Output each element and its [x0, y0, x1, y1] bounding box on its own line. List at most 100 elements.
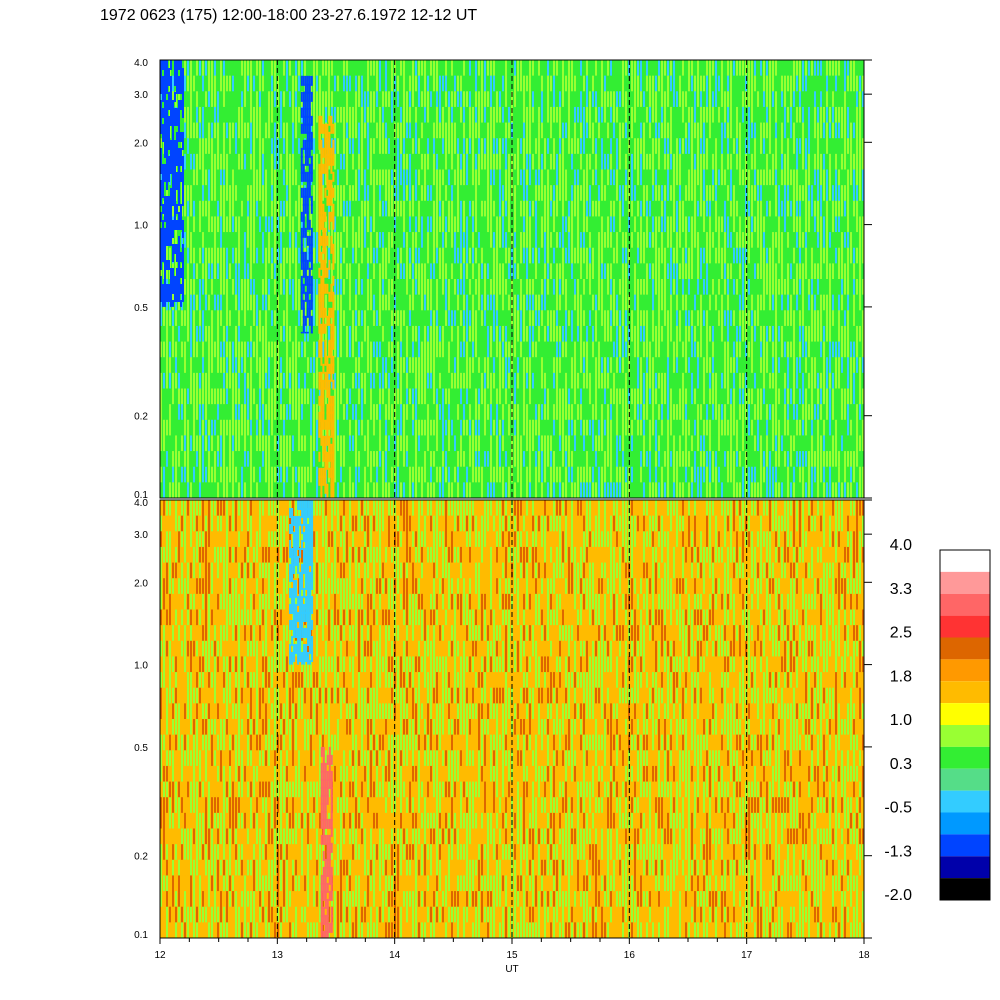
- texture-cell: [418, 153, 420, 170]
- texture-cell: [667, 279, 669, 304]
- texture-cell: [574, 325, 576, 357]
- texture-cell: [775, 247, 777, 279]
- texture-cell: [712, 153, 714, 175]
- texture-cell: [721, 122, 723, 140]
- texture-cell: [814, 138, 816, 158]
- texture-cell: [241, 91, 243, 117]
- texture-cell: [679, 106, 681, 133]
- texture-cell: [724, 232, 726, 257]
- texture-cell: [565, 232, 567, 252]
- texture-cell: [175, 325, 177, 346]
- texture-cell: [193, 122, 195, 148]
- texture-cell: [820, 325, 822, 350]
- texture-cell: [697, 279, 699, 307]
- texture-cell: [541, 232, 543, 261]
- texture-cell: [184, 263, 186, 292]
- texture-cell: [649, 75, 651, 100]
- texture-cell: [355, 122, 357, 154]
- texture-cell: [751, 91, 753, 115]
- texture-cell: [583, 122, 585, 143]
- texture-cell: [652, 357, 654, 377]
- texture-cell: [187, 169, 189, 199]
- texture-cell: [493, 200, 495, 221]
- texture-cell: [616, 263, 618, 282]
- texture-cell: [862, 91, 864, 113]
- texture-cell: [514, 357, 516, 387]
- texture-cell: [529, 279, 531, 298]
- texture-cell: [835, 310, 837, 336]
- texture-cell: [211, 60, 213, 90]
- texture-cell: [550, 185, 552, 213]
- texture-cell: [469, 279, 471, 305]
- texture-cell: [313, 185, 315, 207]
- texture-cell: [547, 106, 549, 133]
- texture-cell: [424, 169, 426, 186]
- texture-cell: [292, 372, 294, 392]
- texture-cell: [457, 185, 459, 213]
- texture-cell: [589, 60, 591, 92]
- texture-cell: [730, 263, 732, 283]
- texture-cell: [832, 263, 834, 289]
- texture-cell: [742, 247, 744, 278]
- texture-cell: [769, 169, 771, 187]
- texture-cell: [523, 341, 525, 363]
- texture-cell: [586, 341, 588, 363]
- texture-cell: [685, 122, 687, 150]
- texture-cell: [661, 138, 663, 160]
- texture-cell: [583, 357, 585, 379]
- texture-cell: [484, 279, 486, 301]
- texture-cell: [784, 247, 786, 273]
- texture-cell: [694, 247, 696, 272]
- texture-cell: [796, 279, 798, 303]
- texture-cell: [835, 279, 837, 303]
- texture-cell: [529, 310, 531, 334]
- texture-cell: [736, 91, 738, 117]
- texture-cell: [853, 169, 855, 196]
- texture-cell: [847, 75, 849, 97]
- texture-cell: [616, 60, 618, 90]
- texture-cell: [223, 341, 225, 371]
- texture-cell: [247, 279, 249, 305]
- texture-cell: [610, 216, 612, 239]
- texture-cell: [463, 122, 465, 149]
- texture-cell: [412, 341, 414, 360]
- texture-cell: [763, 247, 765, 272]
- texture-cell: [361, 91, 363, 116]
- texture-cell: [463, 247, 465, 277]
- texture-cell: [478, 341, 480, 364]
- texture-cell: [796, 325, 798, 356]
- texture-cell: [622, 75, 624, 95]
- texture-cell: [475, 372, 477, 392]
- texture-cell: [247, 106, 249, 133]
- texture-cell: [376, 247, 378, 275]
- texture-cell: [229, 310, 231, 342]
- texture-cell: [613, 294, 615, 312]
- texture-cell: [733, 232, 735, 263]
- texture-cell: [688, 294, 690, 319]
- texture-cell: [697, 200, 699, 231]
- texture-cell: [763, 279, 765, 306]
- texture-cell: [550, 153, 552, 176]
- texture-cell: [736, 200, 738, 218]
- texture-cell: [352, 200, 354, 218]
- texture-cell: [649, 106, 651, 137]
- texture-cell: [823, 232, 825, 262]
- texture-cell: [349, 357, 351, 374]
- texture-cell: [409, 216, 411, 241]
- texture-cell: [658, 325, 660, 346]
- texture-cell: [655, 247, 657, 270]
- texture-cell: [736, 75, 738, 92]
- texture-cell: [637, 106, 639, 124]
- texture-cell: [718, 75, 720, 101]
- texture-cell: [232, 153, 234, 185]
- texture-cell: [187, 247, 189, 276]
- texture-cell: [808, 153, 810, 180]
- texture-cell: [760, 263, 762, 282]
- texture-cell: [514, 263, 516, 285]
- texture-cell: [388, 341, 390, 361]
- texture-cell: [238, 60, 240, 83]
- texture-cell: [223, 185, 225, 213]
- texture-cell: [508, 216, 510, 235]
- texture-cell: [673, 357, 675, 387]
- texture-cell: [835, 232, 837, 261]
